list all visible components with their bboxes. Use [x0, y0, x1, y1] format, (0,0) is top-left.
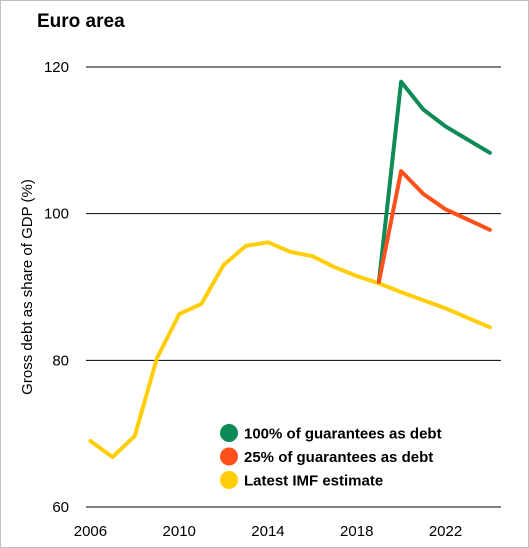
legend-marker-3: [220, 471, 238, 489]
y-tick-label-60: 60: [52, 499, 69, 516]
y-tick-label-80: 80: [52, 352, 69, 369]
legend-label-1: 100% of guarantees as debt: [244, 426, 442, 443]
legend-marker-1: [220, 424, 238, 442]
series-line-2: [376, 169, 492, 284]
gridlines: [86, 66, 501, 508]
legend-marker-2: [220, 447, 238, 466]
y-axis-label: Gross debt as share of GDP (%): [19, 179, 36, 395]
series-line-3: [88, 240, 492, 460]
y-axis-ticks: 60 80 100 120: [44, 59, 69, 516]
x-tick-label-2010: 2010: [163, 523, 196, 540]
y-tick-label-100: 100: [44, 206, 69, 223]
series-lines: [88, 79, 492, 460]
x-tick-label-2018: 2018: [340, 523, 373, 540]
x-axis-ticks: 2006 2010 2014 2018 2022: [74, 523, 462, 540]
legend-label-3: Latest IMF estimate: [244, 473, 383, 490]
series-line-1: [376, 79, 492, 284]
x-tick-label-2006: 2006: [74, 523, 107, 540]
y-tick-label-120: 120: [44, 59, 69, 76]
x-tick-label-2022: 2022: [429, 523, 462, 540]
chart-title: Euro area: [37, 11, 125, 32]
x-tick-label-2014: 2014: [251, 523, 284, 540]
legend: 100% of guarantees as debt 25% of guarant…: [220, 424, 442, 490]
legend-label-2: 25% of guarantees as debt: [244, 449, 433, 466]
